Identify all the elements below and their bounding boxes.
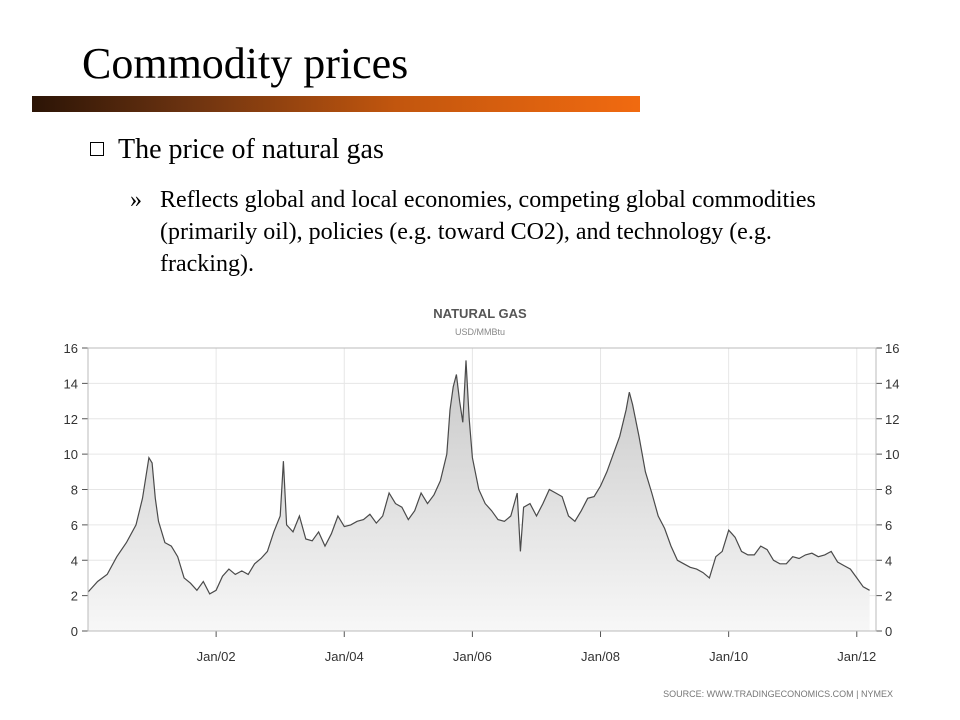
chart-source: SOURCE: WWW.TRADINGECONOMICS.COM | NYMEX [663,689,893,699]
x-tick-label: Jan/12 [837,649,876,664]
sub-bullet-marker: » [130,187,142,213]
slide-title: Commodity prices [82,39,409,88]
bullet-main: The price of natural gas [90,134,384,166]
price-area-fill [88,360,870,631]
y-tick-label-left: 14 [64,376,78,391]
y-tick-label-left: 2 [71,589,78,604]
x-tick-label: Jan/06 [453,649,492,664]
y-tick-label-right: 0 [885,624,892,639]
checkbox-bullet-icon [90,141,104,156]
bullet-sub: » Reflects global and local economies, c… [130,184,870,280]
x-tick-label: Jan/04 [325,649,364,664]
y-tick-label-right: 6 [885,518,892,533]
natural-gas-chart: NATURAL GAS USD/MMBtu 0 0 2 2 4 4 6 6 8 8 10 10 12 12… [64,306,900,699]
y-tick-label-left: 4 [71,553,78,568]
y-tick-label-right: 14 [885,376,899,391]
y-tick-label-left: 6 [71,518,78,533]
bullet-main-text: The price of natural gas [118,134,384,165]
y-tick-label-right: 8 [885,483,892,498]
y-tick-label-right: 4 [885,553,892,568]
y-tick-label-right: 10 [885,447,899,462]
y-tick-label-left: 8 [71,483,78,498]
y-tick-label-right: 16 [885,341,899,356]
y-tick-label-right: 2 [885,589,892,604]
y-tick-label-right: 12 [885,412,899,427]
y-tick-label-left: 10 [64,447,78,462]
price-line [87,360,870,595]
chart-title: NATURAL GAS [433,306,527,321]
chart-subtitle: USD/MMBtu [455,327,505,337]
plot-border [87,347,877,632]
x-tick-label: Jan/08 [581,649,620,664]
x-tick-label: Jan/02 [197,649,236,664]
sub-bullet-text: Reflects global and local economies, com… [160,187,816,277]
title-underline-bar [32,96,640,112]
y-tick-label-left: 16 [64,341,78,356]
y-tick-label-left: 0 [71,624,78,639]
y-tick-label-left: 12 [64,412,78,427]
x-tick-label: Jan/10 [709,649,748,664]
